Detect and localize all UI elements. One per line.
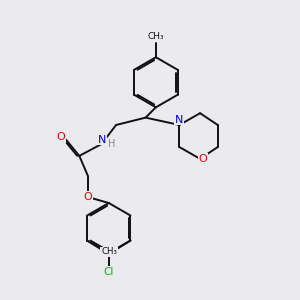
Text: O: O <box>199 154 207 164</box>
Text: O: O <box>56 132 65 142</box>
Text: CH₃: CH₃ <box>100 247 116 256</box>
Text: Cl: Cl <box>103 267 114 277</box>
Text: O: O <box>84 192 92 202</box>
Text: CH₃: CH₃ <box>101 247 117 256</box>
Text: N: N <box>98 135 106 145</box>
Text: N: N <box>175 115 184 125</box>
Text: H: H <box>108 139 116 149</box>
Text: CH₃: CH₃ <box>148 32 164 40</box>
